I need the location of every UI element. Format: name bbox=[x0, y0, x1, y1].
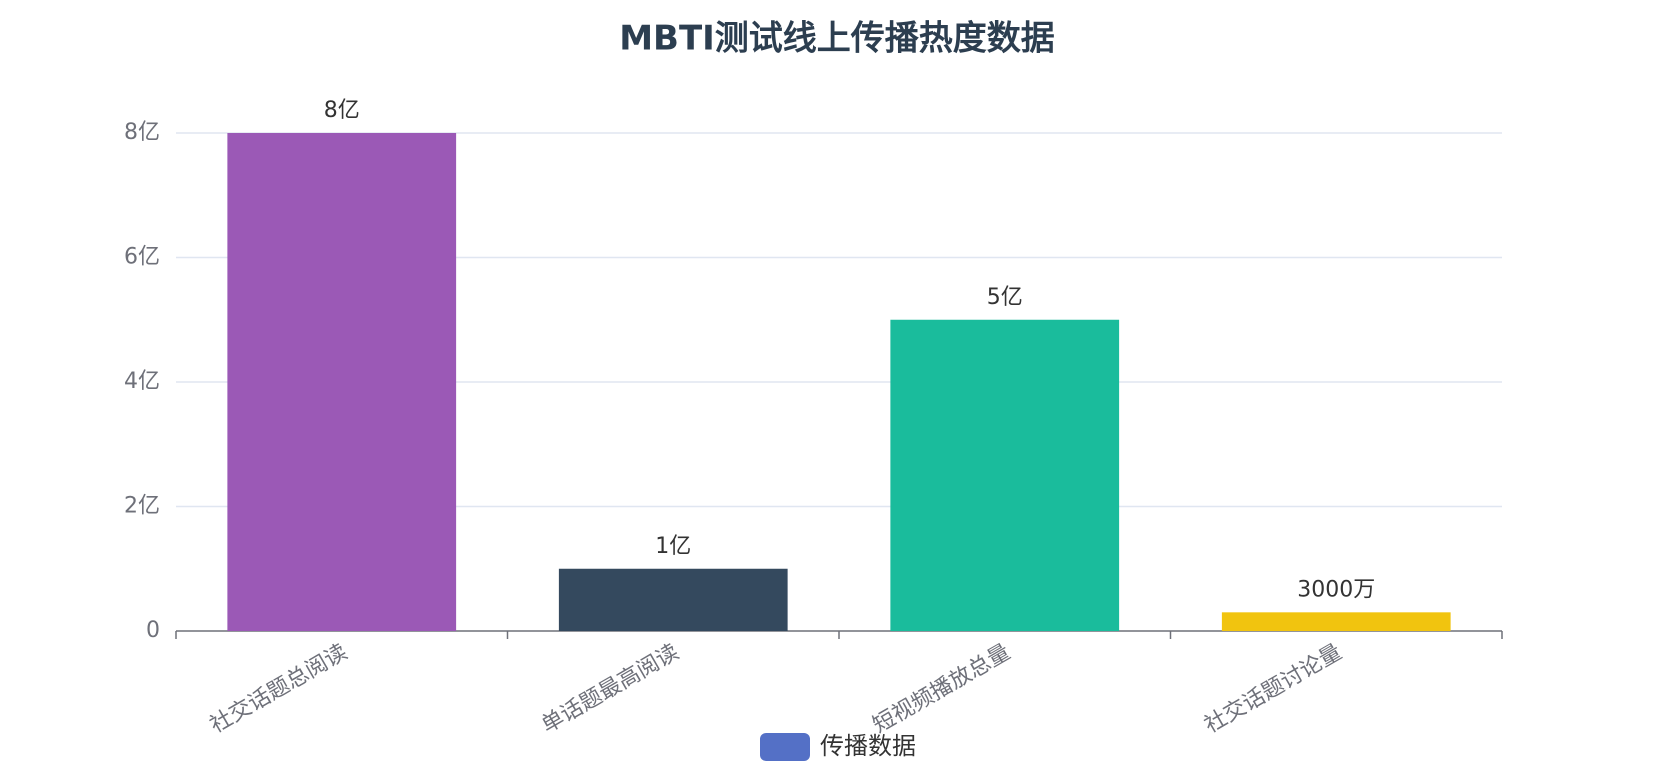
x-tick-label: 短视频播放总量 bbox=[869, 640, 1015, 739]
legend-label: 传播数据 bbox=[820, 732, 916, 760]
data-label: 1亿 bbox=[655, 534, 691, 559]
y-tick-label: 6亿 bbox=[124, 245, 160, 270]
bar bbox=[227, 133, 457, 631]
x-tick-label: 社交话题总阅读 bbox=[206, 640, 352, 739]
x-tick-label: 社交话题讨论量 bbox=[1200, 640, 1346, 739]
x-tick-label: 单话题最高阅读 bbox=[537, 640, 683, 739]
data-label: 3000万 bbox=[1297, 577, 1375, 602]
data-label: 5亿 bbox=[987, 285, 1023, 310]
chart-title: MBTI测试线上传播热度数据 bbox=[619, 19, 1055, 59]
bar bbox=[558, 568, 788, 631]
legend-swatch bbox=[760, 733, 810, 761]
y-tick-label: 8亿 bbox=[124, 120, 160, 145]
bar bbox=[890, 319, 1120, 631]
y-tick-label: 2亿 bbox=[124, 494, 160, 519]
y-tick-label: 4亿 bbox=[124, 369, 160, 394]
y-tick-label: 0 bbox=[146, 618, 160, 643]
data-label: 8亿 bbox=[324, 98, 360, 123]
bar bbox=[1221, 612, 1451, 631]
